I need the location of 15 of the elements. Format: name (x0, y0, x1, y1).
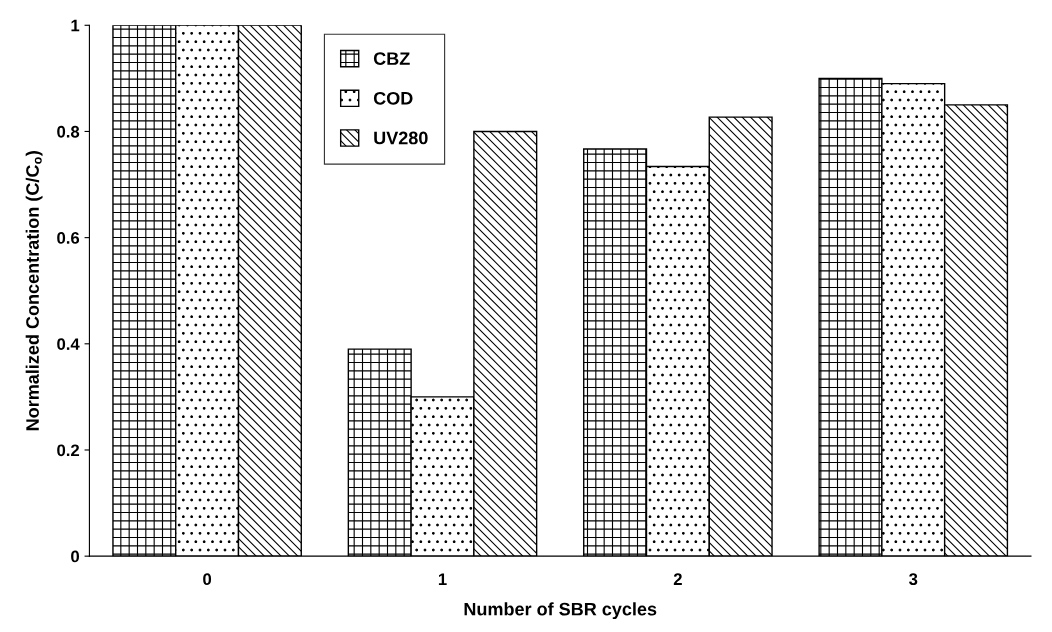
y-tick-label: 0 (71, 550, 80, 563)
x-tick-label: 1 (438, 573, 447, 585)
legend-label: CBZ (373, 52, 410, 65)
y-tick-label: 1 (71, 19, 80, 32)
y-tick-label: 0.2 (57, 444, 80, 457)
y-axis-title: Normalized Concentration (C/C$_{o}$) (25, 151, 43, 431)
x-tick-label: 3 (909, 573, 918, 586)
x-tick-label: 2 (673, 573, 682, 585)
y-tick-label: 0.6 (57, 232, 80, 244)
x-tick-label: 0 (203, 573, 212, 586)
y-tick-label: 0.8 (57, 125, 80, 138)
y-tick-label: 0.4 (57, 338, 80, 351)
x-axis-title: Number of SBR cycles (464, 602, 657, 620)
legend-label: UV280 (374, 131, 428, 145)
legend-label: COD (373, 91, 413, 105)
